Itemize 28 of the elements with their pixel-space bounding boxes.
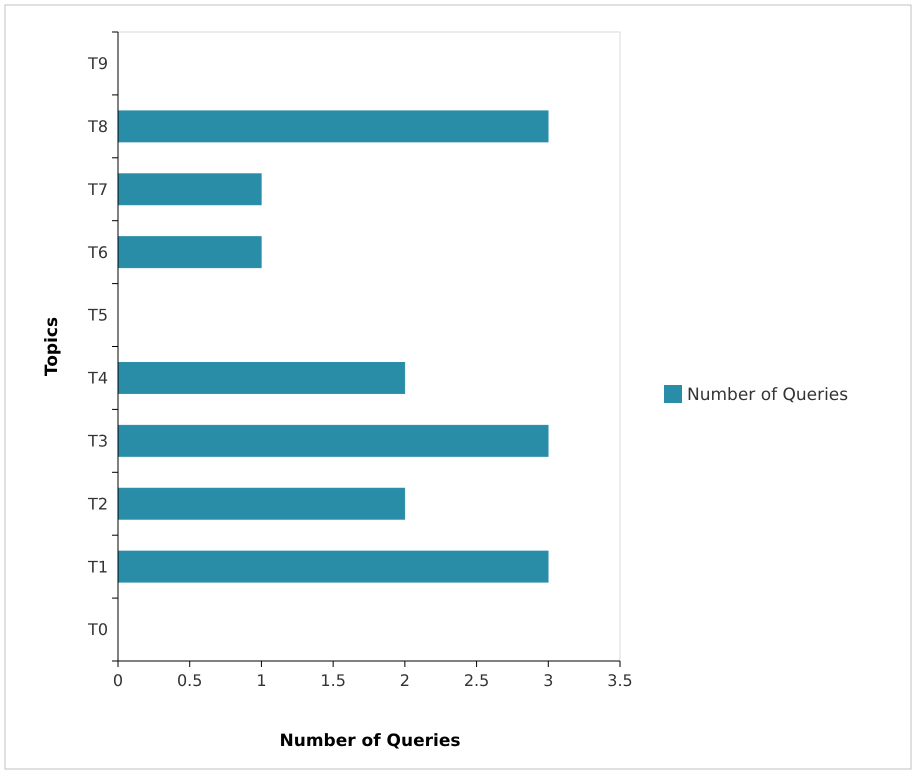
bar [118,236,262,268]
y-tick-label: T4 [87,368,108,388]
y-tick-label: T7 [87,180,108,199]
bar [118,362,406,394]
bar [118,173,262,206]
x-tick-label: 0 [112,671,124,690]
x-tick-label: 3.5 [607,671,633,690]
y-tick-label: T8 [87,116,108,136]
legend-label: Number of Queries [687,384,848,405]
x-tick-label: 3 [543,671,554,690]
x-tick-label: 1.5 [320,671,346,690]
bar [118,550,549,583]
bar [118,110,549,142]
bar [118,488,406,520]
x-tick-label: 0.5 [176,671,202,690]
y-tick-label: T2 [87,494,108,514]
y-tick-label: T0 [87,620,108,640]
x-tick-label: 2 [400,671,410,690]
y-tick-label: T5 [87,306,108,325]
y-axis-title: Topics [42,316,62,376]
y-tick-label: T1 [87,557,108,576]
y-tick-label: T9 [87,54,108,74]
x-axis-title: Number of Queries [280,731,460,751]
x-tick-label: 2.5 [464,671,490,690]
bar [118,424,549,457]
x-tick-label: 1 [256,671,267,690]
y-tick-label: T3 [87,431,108,450]
y-tick-label: T6 [87,242,108,262]
